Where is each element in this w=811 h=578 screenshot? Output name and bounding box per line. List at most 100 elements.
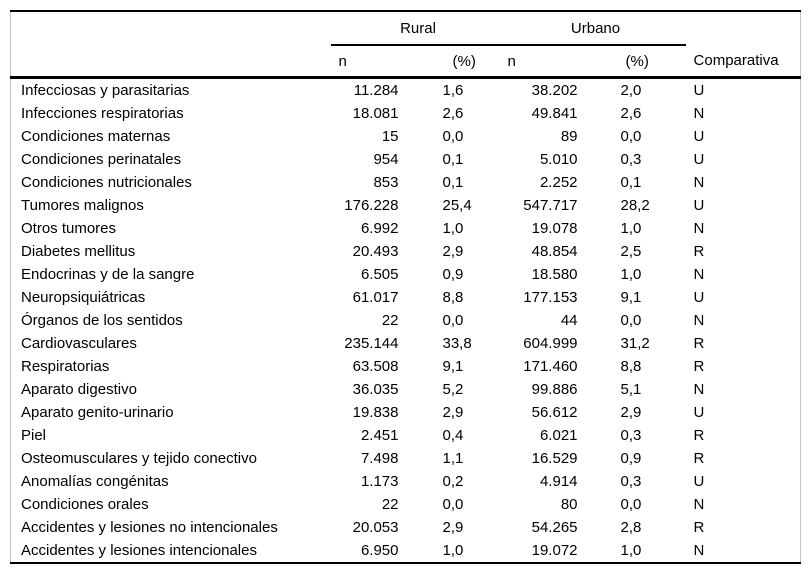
urbano-pct-cell: 2,5: [620, 243, 642, 260]
table-row: Aparato genito-urinario 19.838 2,9 56.61…: [11, 401, 801, 424]
comparativa-cell: N: [693, 496, 705, 513]
comparativa-cell: R: [693, 519, 705, 536]
cause-label-cell: Aparato genito-urinario: [21, 404, 174, 421]
rural-n-cell: 6.950: [360, 542, 399, 559]
cause-label-cell: Endocrinas y de la sangre: [21, 266, 195, 283]
table-row: Órganos de los sentidos 22 0,0 44 0,0 N: [11, 309, 801, 332]
rural-pct-cell: 2,9: [442, 243, 464, 260]
table-row: Cardiovasculares 235.144 33,8 604.999 31…: [11, 332, 801, 355]
group-header-row: Rural Urbano: [11, 11, 801, 46]
rural-pct-cell: 1,0: [442, 220, 464, 237]
cause-label-cell: Anomalías congénitas: [21, 473, 169, 490]
comparativa-cell: N: [693, 542, 705, 559]
table-row: Aparato digestivo 36.035 5,2 99.886 5,1 …: [11, 378, 801, 401]
urbano-n-cell: 16.529: [531, 450, 578, 467]
label-column-spacer: [11, 11, 331, 45]
comparativa-cell: N: [693, 105, 705, 122]
comparativa-cell: R: [693, 335, 705, 352]
rural-pct-cell: 25,4: [442, 197, 472, 214]
urbano-pct-cell: 31,2: [620, 335, 650, 352]
urbano-n-cell: 19.078: [531, 220, 578, 237]
comparativa-cell: U: [693, 82, 705, 99]
rural-n-cell: 19.838: [352, 404, 399, 421]
urbano-n-header: n: [505, 45, 588, 79]
rural-pct-cell: 0,9: [442, 266, 464, 283]
rural-group-header: Rural: [330, 11, 506, 46]
mortality-comparison-table-wrap: Rural Urbano n (%) n (%) Comparativa Inf…: [10, 10, 802, 564]
comparativa-header: Comparativa: [685, 45, 801, 79]
rural-n-cell: 63.508: [352, 358, 399, 375]
rural-n-cell: 15: [381, 128, 399, 145]
urbano-pct-cell: 0,1: [620, 174, 642, 191]
cause-label-cell: Tumores malignos: [21, 197, 144, 214]
urbano-pct-cell: 9,1: [620, 289, 642, 306]
urbano-pct-cell: 1,0: [620, 542, 642, 559]
cause-label-cell: Diabetes mellitus: [21, 243, 136, 260]
cause-label-cell: Otros tumores: [21, 220, 117, 237]
cause-label-cell: Infecciones respiratorias: [21, 105, 184, 122]
urbano-n-cell: 547.717: [523, 197, 578, 214]
cause-label-cell: Piel: [21, 427, 47, 444]
cause-label-cell: Aparato digestivo: [21, 381, 137, 398]
rural-n-cell: 20.053: [352, 519, 399, 536]
urbano-pct-cell: 2,6: [620, 105, 642, 122]
rural-pct-cell: 33,8: [442, 335, 472, 352]
urbano-n-cell: 89: [560, 128, 578, 145]
rural-n-cell: 235.144: [344, 335, 399, 352]
rural-n-cell: 20.493: [352, 243, 399, 260]
urbano-n-cell: 5.010: [539, 151, 578, 168]
urbano-pct-cell: 1,0: [620, 220, 642, 237]
urbano-n-cell: 604.999: [523, 335, 578, 352]
comparativa-cell: N: [693, 220, 705, 237]
table-row: Condiciones orales 22 0,0 80 0,0 N: [11, 493, 801, 516]
comparativa-cell: U: [693, 128, 705, 145]
sub-header-row: n (%) n (%) Comparativa: [10, 45, 801, 79]
urbano-n-cell: 19.072: [531, 542, 578, 559]
comparativa-cell: N: [693, 174, 705, 191]
urbano-n-cell: 54.265: [531, 519, 578, 536]
table-body: Infecciosas y parasitarias 11.284 1,6 38…: [11, 78, 801, 564]
table-row: Piel 2.451 0,4 6.021 0,3 R: [11, 424, 801, 447]
rural-n-cell: 1.173: [360, 473, 399, 490]
rural-n-cell: 36.035: [352, 381, 399, 398]
cause-label-cell: Órganos de los sentidos: [21, 312, 183, 329]
rural-pct-cell: 0,1: [442, 174, 464, 191]
comparativa-cell: R: [693, 358, 705, 375]
urbano-pct-cell: 0,0: [620, 128, 642, 145]
table-row: Tumores malignos 176.228 25,4 547.717 28…: [11, 194, 801, 217]
rural-pct-cell: 2,9: [442, 404, 464, 421]
rural-n-header: n: [330, 45, 409, 79]
rural-n-cell: 176.228: [344, 197, 399, 214]
urbano-pct-cell: 2,9: [620, 404, 642, 421]
cause-label-cell: Accidentes y lesiones no intencionales: [21, 519, 278, 536]
table-row: Endocrinas y de la sangre 6.505 0,9 18.5…: [11, 263, 801, 286]
urbano-n-cell: 4.914: [539, 473, 578, 490]
urbano-pct-cell: 8,8: [620, 358, 642, 375]
rural-pct-cell: 2,9: [442, 519, 464, 536]
urbano-n-cell: 56.612: [531, 404, 578, 421]
table-row: Accidentes y lesiones no intencionales 2…: [11, 516, 801, 539]
cause-label-cell: Neuropsiquiátricas: [21, 289, 146, 306]
rural-pct-header: (%): [408, 45, 506, 79]
rural-n-cell: 2.451: [360, 427, 399, 444]
comparativa-column-spacer: [686, 11, 801, 45]
urbano-pct-cell: 0,0: [620, 496, 642, 513]
cause-label-cell: Condiciones nutricionales: [21, 174, 192, 191]
rural-n-cell: 22: [381, 496, 399, 513]
cause-label-cell: Osteomusculares y tejido conectivo: [21, 450, 257, 467]
rural-pct-cell: 0,0: [442, 128, 464, 145]
table-row: Condiciones maternas 15 0,0 89 0,0 U: [11, 125, 801, 148]
urbano-pct-cell: 0,9: [620, 450, 642, 467]
rural-pct-cell: 0,0: [442, 312, 464, 329]
rural-pct-cell: 1,1: [442, 450, 464, 467]
urbano-n-cell: 48.854: [531, 243, 578, 260]
comparativa-cell: N: [693, 266, 705, 283]
urbano-n-cell: 49.841: [531, 105, 578, 122]
rural-n-cell: 61.017: [352, 289, 399, 306]
urbano-pct-cell: 0,3: [620, 151, 642, 168]
urbano-n-cell: 6.021: [539, 427, 578, 444]
urbano-pct-cell: 2,8: [620, 519, 642, 536]
table-row: Condiciones nutricionales 853 0,1 2.252 …: [11, 171, 801, 194]
urbano-pct-cell: 28,2: [620, 197, 650, 214]
rural-n-cell: 18.081: [352, 105, 399, 122]
